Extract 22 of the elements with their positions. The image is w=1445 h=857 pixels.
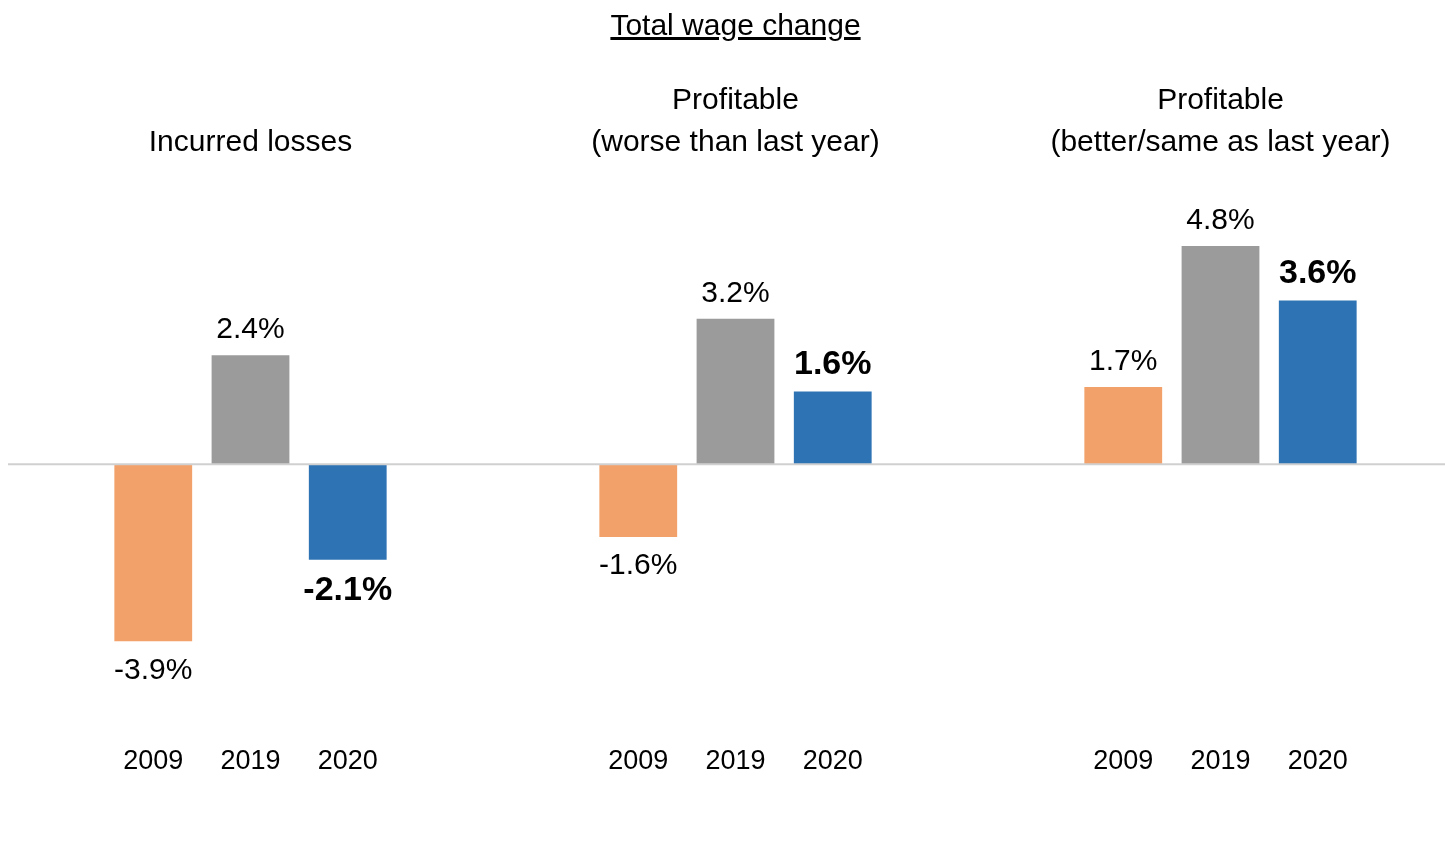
data-label: 3.6% xyxy=(1278,251,1357,290)
x-tick-label: 2019 xyxy=(705,745,766,776)
data-label: 4.8% xyxy=(1186,202,1255,236)
data-label: 3.2% xyxy=(701,275,770,309)
data-label: 1.6% xyxy=(793,342,872,381)
data-label: 2.4% xyxy=(216,311,285,345)
data-label: 1.7% xyxy=(1089,343,1158,377)
data-label: -2.1% xyxy=(303,569,393,608)
x-tick-label: 2019 xyxy=(220,745,281,776)
x-tick-label: 2009 xyxy=(608,745,669,776)
chart-title: Incurred losses xyxy=(147,123,354,159)
x-tick-label: 2020 xyxy=(317,745,378,776)
x-tick-label: 2009 xyxy=(1093,745,1154,776)
x-tick-label: 2020 xyxy=(802,745,863,776)
data-label: -1.6% xyxy=(599,547,678,581)
chart-title: Profitable (better/same as last year) xyxy=(1049,81,1392,159)
x-tick-label: 2020 xyxy=(1287,745,1348,776)
x-tick-label: 2019 xyxy=(1190,745,1251,776)
x-tick-label: 2009 xyxy=(123,745,184,776)
data-label: -3.9% xyxy=(114,651,193,685)
chart-title: Profitable (worse than last year) xyxy=(590,81,881,159)
text: Total wage change xyxy=(609,8,862,43)
